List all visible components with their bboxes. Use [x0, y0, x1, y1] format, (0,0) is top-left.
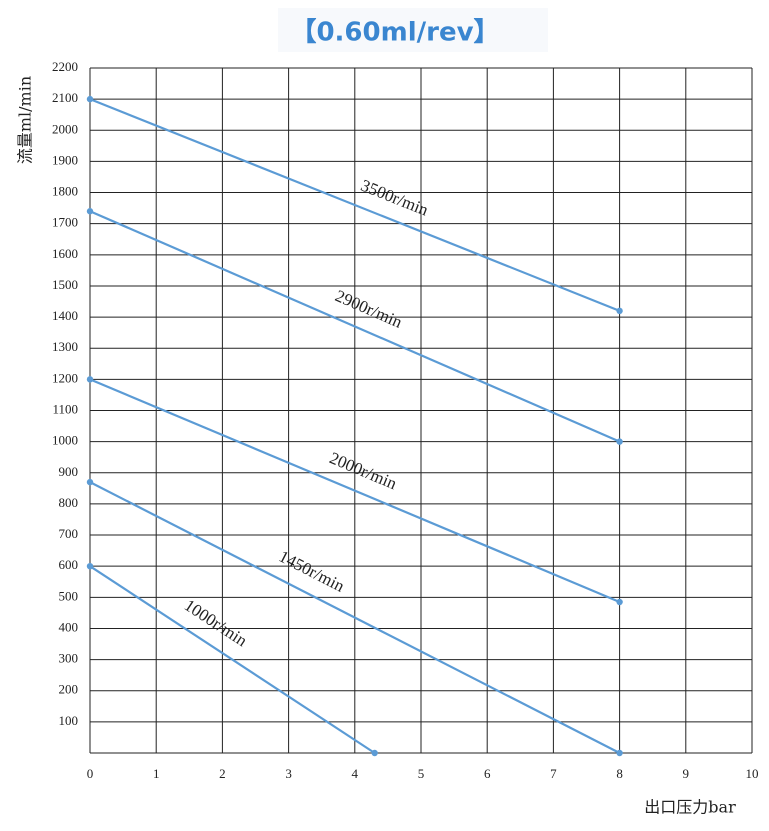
- y-tick-label: 400: [59, 619, 79, 634]
- series-label: 3500r/min: [358, 176, 431, 220]
- x-tick-label: 5: [418, 766, 425, 781]
- x-tick-label: 7: [550, 766, 557, 781]
- series-label: 1000r/min: [181, 595, 251, 650]
- data-point: [616, 749, 623, 757]
- series-label: 2900r/min: [332, 286, 405, 332]
- y-tick-label: 1200: [52, 370, 78, 385]
- x-tick-label: 1: [153, 766, 160, 781]
- data-point: [86, 376, 94, 383]
- y-tick-label: 1500: [52, 277, 78, 292]
- data-point: [616, 307, 623, 315]
- y-tick-label: 2000: [52, 121, 78, 136]
- x-tick-label: 8: [616, 766, 623, 781]
- data-point: [616, 438, 623, 445]
- data-point: [616, 598, 623, 606]
- data-point: [86, 208, 94, 215]
- y-tick-label: 1700: [52, 215, 78, 230]
- y-tick-label: 2200: [52, 59, 78, 74]
- x-tick-label: 3: [285, 766, 292, 781]
- y-tick-label: 1400: [52, 308, 78, 323]
- y-tick-label: 1900: [52, 152, 78, 167]
- y-tick-label: 1600: [52, 246, 78, 261]
- y-tick-label: 500: [59, 588, 79, 603]
- series-line: [89, 481, 621, 754]
- y-tick-label: 2100: [52, 90, 78, 105]
- series-line: [89, 565, 376, 754]
- x-tick-label: 0: [87, 766, 94, 781]
- y-tick-label: 900: [59, 464, 79, 479]
- series-line: [89, 378, 621, 604]
- y-tick-label: 300: [59, 651, 79, 666]
- x-tick-label: 2: [219, 766, 226, 781]
- data-point: [86, 562, 94, 570]
- x-axis-title: 出口压力bar: [644, 798, 736, 817]
- y-tick-label: 100: [59, 713, 79, 728]
- y-tick-label: 1000: [52, 433, 78, 448]
- chart-title: 【0.60ml/rev】: [290, 18, 499, 48]
- data-point: [371, 749, 378, 757]
- y-tick-label: 200: [59, 682, 79, 697]
- series-line: [89, 98, 621, 312]
- y-tick-label: 1300: [52, 339, 78, 354]
- data-point: [86, 478, 94, 486]
- x-tick-label: 9: [683, 766, 690, 781]
- y-tick-label: 1100: [52, 401, 78, 416]
- title-background: [278, 8, 548, 52]
- y-tick-label: 600: [59, 557, 79, 572]
- data-point: [86, 95, 94, 103]
- series-label: 2000r/min: [327, 448, 400, 493]
- series-line: [89, 210, 621, 443]
- x-tick-label: 10: [746, 766, 759, 781]
- x-tick-label: 6: [484, 766, 491, 781]
- y-tick-label: 800: [59, 495, 79, 510]
- x-tick-label: 4: [352, 766, 359, 781]
- y-axis-title: 流量ml/min: [16, 76, 35, 164]
- series-label: 1450r/min: [276, 547, 348, 596]
- y-tick-label: 1800: [52, 184, 78, 199]
- y-tick-label: 700: [59, 526, 79, 541]
